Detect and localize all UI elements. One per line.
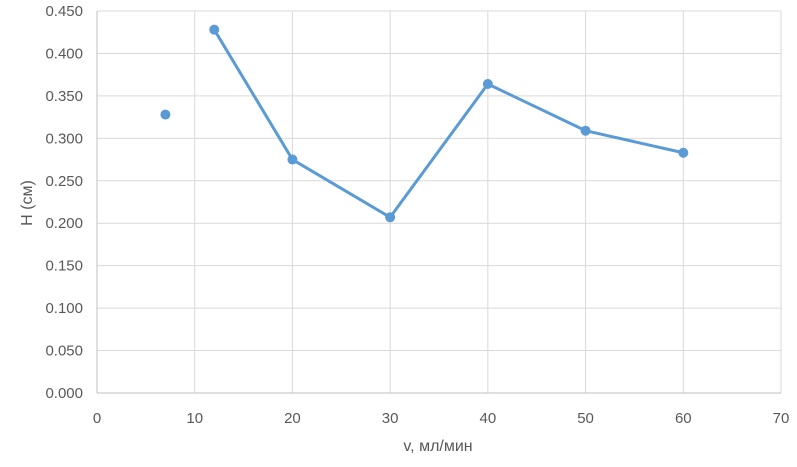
y-tick-label: 0.400 bbox=[45, 45, 83, 62]
y-tick-label: 0.050 bbox=[45, 343, 83, 360]
y-tick-label: 0.000 bbox=[45, 385, 83, 402]
y-tick-label: 0.100 bbox=[45, 300, 83, 317]
x-tick-label: 0 bbox=[93, 410, 101, 427]
data-point bbox=[580, 125, 591, 136]
series-line-segment bbox=[212, 28, 294, 162]
y-tick-label: 0.150 bbox=[45, 258, 83, 275]
x-tick-label: 70 bbox=[773, 410, 790, 427]
data-point bbox=[209, 24, 220, 35]
tick-labels: 0.000 0.050 0.100 0.150 0.200 0.250 0.300 0.350… bbox=[45, 3, 789, 427]
x-tick-label: 30 bbox=[382, 410, 399, 427]
y-tick-label: 0.200 bbox=[45, 215, 83, 232]
axes bbox=[96, 11, 781, 394]
series-line-segment bbox=[486, 82, 588, 133]
x-axis-title: v, мл/мин bbox=[403, 438, 472, 455]
y-tick-label: 0.450 bbox=[45, 3, 83, 20]
y-tick-label: 0.350 bbox=[45, 88, 83, 105]
x-tick-label: 60 bbox=[675, 410, 692, 427]
series-line-segment bbox=[584, 129, 685, 155]
data-point bbox=[385, 212, 396, 223]
x-tick-label: 10 bbox=[186, 410, 203, 427]
y-tick-label: 0.300 bbox=[45, 130, 83, 147]
gridlines bbox=[97, 10, 782, 393]
y-tick-label: 0.250 bbox=[45, 173, 83, 190]
data-point bbox=[482, 79, 493, 90]
series-line-segment bbox=[290, 158, 392, 219]
x-tick-label: 40 bbox=[480, 410, 497, 427]
data-point bbox=[287, 154, 298, 165]
y-axis-title: H (см) bbox=[19, 180, 36, 226]
series-line-segment bbox=[388, 82, 490, 219]
data-point bbox=[160, 109, 171, 120]
x-tick-label: 20 bbox=[284, 410, 301, 427]
data-point bbox=[678, 147, 689, 158]
x-tick-label: 50 bbox=[577, 410, 594, 427]
data-series bbox=[160, 24, 689, 223]
